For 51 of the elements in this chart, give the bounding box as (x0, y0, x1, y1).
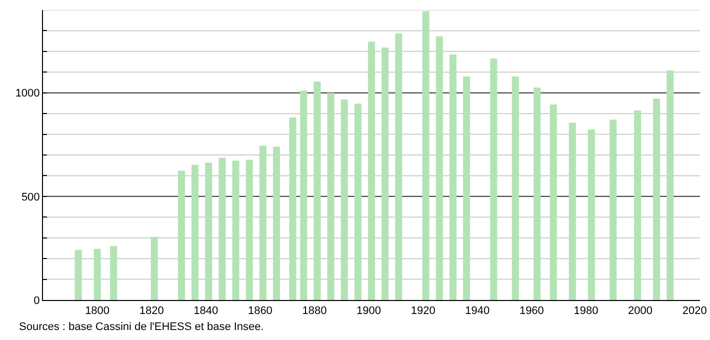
bar (192, 164, 199, 300)
x-tick-label: 1920 (410, 305, 436, 318)
bar (653, 98, 660, 300)
x-tick-label: 1960 (519, 305, 544, 318)
bar (150, 236, 158, 300)
y-tick-label: 500 (21, 191, 40, 204)
bar (354, 104, 362, 300)
bar (259, 146, 266, 300)
bar (246, 160, 253, 300)
x-tick-label: 1980 (574, 305, 598, 318)
bar (534, 87, 541, 300)
bar (422, 11, 430, 300)
bar (382, 47, 389, 300)
bar (634, 110, 642, 300)
bar (395, 33, 402, 300)
bar (327, 92, 334, 300)
y-tick-label: 1000 (15, 88, 40, 100)
bar (588, 130, 595, 300)
bar (340, 99, 348, 300)
bar (110, 246, 118, 300)
bar (272, 146, 280, 300)
y-tick-label: 0 (34, 294, 40, 307)
bar (490, 58, 498, 300)
x-tick-label: 1820 (139, 305, 164, 318)
bar (314, 81, 321, 300)
bar (74, 250, 82, 300)
bar (205, 162, 212, 300)
bar (512, 76, 519, 300)
bar (550, 104, 557, 300)
bar (368, 42, 376, 300)
bar (218, 158, 226, 300)
bar (568, 122, 576, 300)
x-tick-label: 1800 (85, 305, 110, 318)
bar (666, 70, 674, 300)
x-tick-label: 2020 (682, 305, 707, 318)
bar (178, 170, 185, 300)
bar (610, 120, 617, 300)
x-tick-label: 1880 (302, 305, 327, 318)
x-tick-label: 1840 (194, 305, 218, 318)
x-tick-label: 1860 (248, 305, 272, 318)
bar (436, 36, 443, 300)
x-tick-label: 2000 (628, 305, 653, 318)
bar (289, 118, 296, 300)
bar (232, 160, 240, 300)
bar (449, 54, 456, 300)
x-tick-label: 1940 (465, 305, 490, 318)
x-tick-label: 1900 (356, 305, 382, 318)
bar (94, 248, 101, 300)
source-note: Sources : base Cassini de l'EHESS et base Insee. (19, 321, 264, 333)
bar (300, 90, 308, 300)
bar (462, 76, 470, 300)
